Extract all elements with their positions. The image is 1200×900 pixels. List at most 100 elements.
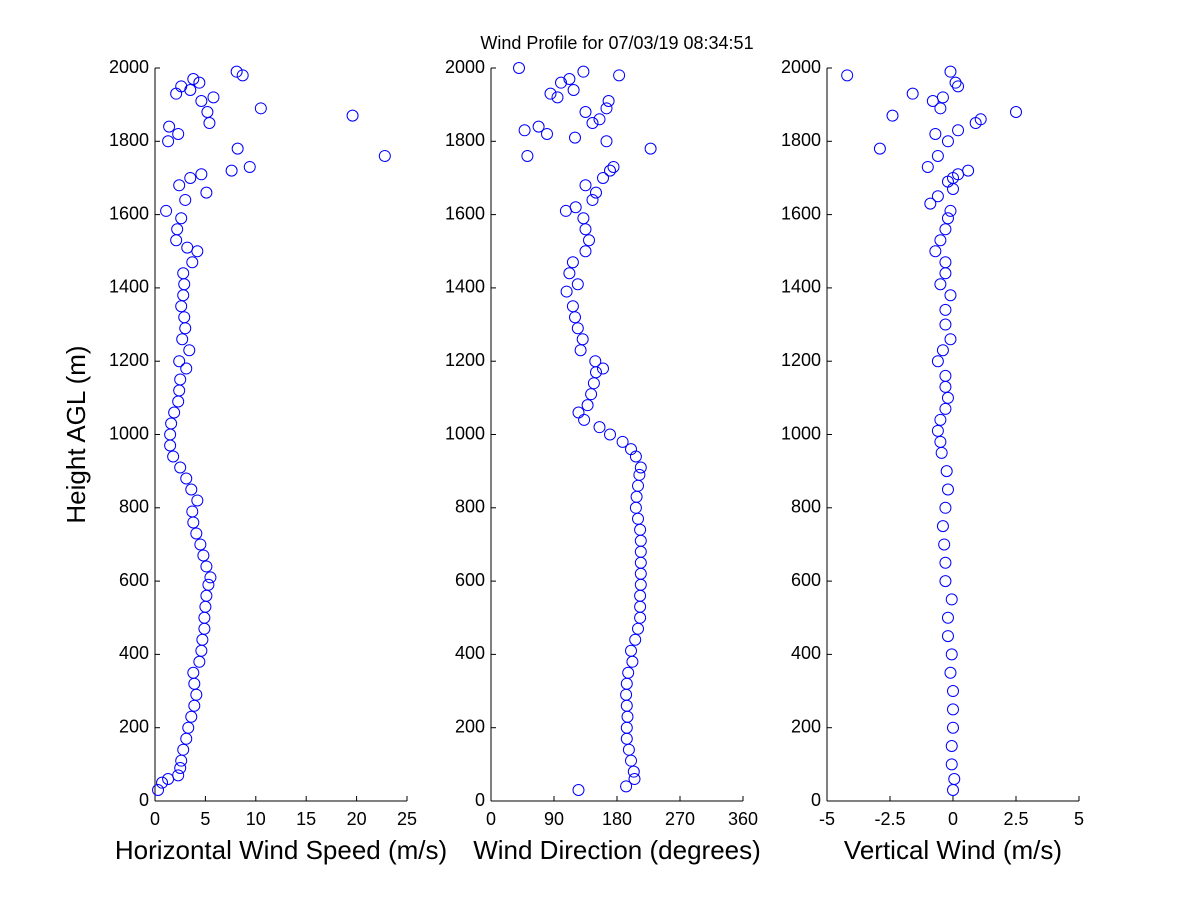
point bbox=[186, 256, 199, 269]
point bbox=[172, 769, 185, 782]
point bbox=[203, 116, 216, 129]
point bbox=[934, 435, 947, 448]
point bbox=[574, 344, 587, 357]
point bbox=[190, 527, 203, 540]
point bbox=[949, 76, 962, 89]
point bbox=[243, 160, 256, 173]
x-tick-label: 0 bbox=[150, 809, 160, 829]
point bbox=[622, 666, 635, 679]
point bbox=[513, 62, 525, 74]
point bbox=[178, 311, 191, 324]
point bbox=[873, 142, 886, 155]
x-tick-label: 0 bbox=[486, 809, 496, 829]
point bbox=[178, 278, 191, 291]
point bbox=[175, 212, 188, 225]
point bbox=[162, 773, 175, 786]
point bbox=[634, 578, 647, 591]
point bbox=[563, 72, 576, 85]
point bbox=[585, 388, 598, 401]
point bbox=[196, 633, 209, 646]
point bbox=[579, 245, 592, 258]
point bbox=[886, 109, 899, 122]
point bbox=[180, 732, 193, 745]
point bbox=[586, 116, 599, 129]
point bbox=[634, 600, 647, 613]
y-tick-label: 200 bbox=[455, 716, 485, 736]
point bbox=[170, 87, 183, 100]
point bbox=[947, 182, 959, 195]
point bbox=[926, 94, 939, 107]
point bbox=[945, 648, 958, 661]
point bbox=[931, 149, 944, 162]
point bbox=[560, 285, 573, 298]
point bbox=[634, 567, 647, 580]
point bbox=[518, 124, 531, 137]
point bbox=[152, 784, 165, 797]
y-tick-label: 0 bbox=[475, 790, 485, 810]
point bbox=[644, 142, 657, 155]
y-tick-label: 1000 bbox=[781, 423, 821, 443]
point bbox=[541, 127, 553, 140]
point bbox=[179, 193, 192, 206]
y-tick-label: 200 bbox=[791, 716, 821, 736]
point bbox=[616, 435, 629, 448]
x-tick-label: 2.5 bbox=[1003, 809, 1028, 829]
y-tick-label: 400 bbox=[119, 643, 149, 663]
point bbox=[945, 593, 958, 606]
y-tick-label: 1600 bbox=[781, 203, 821, 223]
point bbox=[185, 483, 198, 496]
point bbox=[172, 127, 185, 140]
point bbox=[941, 611, 954, 624]
x-tick-label: -2.5 bbox=[874, 809, 905, 829]
point bbox=[947, 703, 959, 716]
point bbox=[947, 685, 959, 698]
point bbox=[175, 300, 188, 313]
point bbox=[191, 494, 204, 507]
point bbox=[566, 256, 579, 269]
point bbox=[569, 311, 581, 324]
point bbox=[191, 245, 204, 258]
point bbox=[929, 245, 942, 258]
point bbox=[620, 677, 633, 690]
point bbox=[572, 784, 585, 797]
point bbox=[175, 754, 188, 767]
point bbox=[629, 633, 642, 646]
point bbox=[934, 234, 947, 247]
point bbox=[613, 69, 626, 82]
point bbox=[841, 69, 854, 82]
y-tick-label: 600 bbox=[791, 570, 821, 590]
point bbox=[230, 65, 243, 78]
point bbox=[173, 179, 186, 192]
point bbox=[629, 501, 642, 514]
point bbox=[944, 65, 957, 78]
point bbox=[195, 644, 208, 657]
point bbox=[944, 204, 957, 217]
point bbox=[597, 171, 609, 184]
point bbox=[625, 443, 637, 456]
point bbox=[180, 472, 193, 485]
x-axis-label: Vertical Wind (m/s) bbox=[844, 835, 1062, 865]
point bbox=[634, 556, 647, 569]
point bbox=[201, 105, 214, 118]
point bbox=[195, 94, 208, 107]
point bbox=[931, 190, 944, 203]
point bbox=[174, 461, 187, 474]
point bbox=[620, 688, 633, 701]
point bbox=[254, 102, 267, 115]
y-tick-label: 2000 bbox=[445, 57, 485, 77]
point bbox=[346, 109, 359, 122]
point bbox=[945, 758, 958, 771]
point bbox=[630, 490, 643, 503]
point bbox=[579, 105, 592, 118]
point bbox=[581, 399, 594, 412]
y-tick-label: 1800 bbox=[109, 130, 149, 150]
x-tick-label: 180 bbox=[602, 809, 632, 829]
y-axis-label: Height AGL (m) bbox=[61, 345, 91, 523]
point bbox=[941, 212, 954, 225]
chart-title: Wind Profile for 07/03/19 08:34:51 bbox=[480, 33, 753, 53]
point bbox=[948, 773, 961, 786]
point bbox=[940, 465, 953, 478]
point bbox=[939, 318, 952, 331]
point bbox=[628, 773, 641, 786]
point bbox=[941, 391, 954, 404]
